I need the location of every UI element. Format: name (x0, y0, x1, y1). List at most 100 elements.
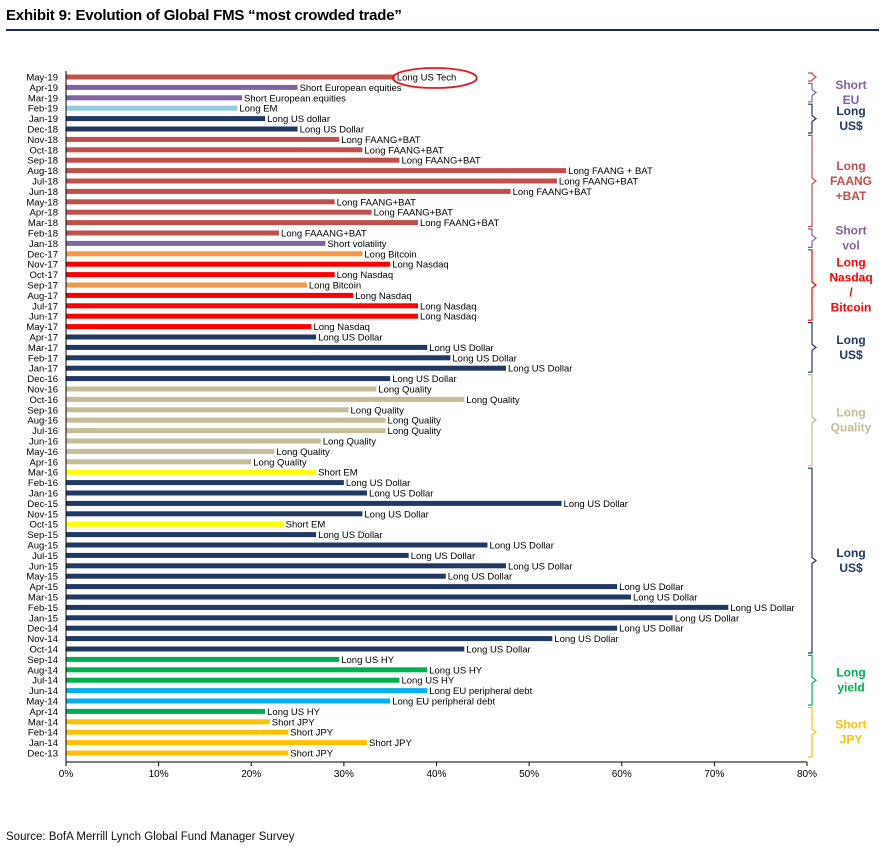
bar-label: Short EM (286, 520, 326, 531)
date-label: May-14 (26, 697, 58, 708)
bar-oct-17 (66, 272, 335, 278)
group-label: Short (835, 224, 866, 238)
date-label: Jul-14 (32, 676, 58, 687)
crowded-trade-bar-chart: May-19 Long US Tech Apr-19 Short European e… (26, 67, 873, 780)
bar-label: Long Nasdaq (337, 270, 394, 281)
date-label: Mar-17 (28, 343, 58, 354)
group-label: US$ (839, 348, 863, 362)
bar-label: Long US Tech (397, 73, 457, 84)
date-label: Jun-18 (29, 187, 58, 198)
bar-label: Long Quality (466, 395, 520, 406)
bar-oct-14 (66, 646, 465, 652)
date-label: Dec-17 (27, 249, 58, 260)
x-tick-label: 10% (149, 769, 169, 780)
date-label: Oct-16 (29, 395, 58, 406)
date-label: Jan-16 (29, 489, 58, 500)
bar-label: Long US Dollar (619, 624, 683, 635)
date-label: Dec-13 (27, 749, 58, 760)
date-label: Jun-15 (29, 561, 58, 572)
group-label: US$ (839, 119, 863, 133)
bar-label: Long FAANG+BAT (341, 135, 420, 146)
bar-label: Long US Dollar (318, 530, 382, 541)
bar-nov-17 (66, 261, 391, 267)
date-label: Jun-16 (29, 437, 58, 448)
bar-label: Long FAANG+BAT (337, 197, 416, 208)
bar-mar-17 (66, 344, 428, 350)
bar-label: Short JPY (272, 717, 315, 728)
bar-label: Long US Dollar (508, 364, 572, 375)
date-label: Oct-14 (29, 645, 58, 656)
group-label: Bitcoin (831, 301, 872, 315)
date-label: Sep-17 (27, 281, 58, 292)
date-label: Apr-18 (29, 208, 58, 219)
bar-label: Long US Dollar (392, 374, 456, 385)
date-label: Sep-15 (27, 530, 58, 541)
group-label: JPY (840, 733, 863, 747)
group-label: Long (836, 546, 865, 560)
bar-may-14 (66, 698, 391, 704)
date-label: May-16 (26, 447, 58, 458)
group-bracket (808, 103, 817, 134)
group-bracket (808, 249, 817, 321)
x-tick-label: 40% (426, 769, 446, 780)
bar-label: Long FAANG+BAT (513, 187, 592, 198)
bar-label: Long US Dollar (730, 603, 794, 614)
date-label: May-17 (26, 322, 58, 333)
group-label: Long (836, 256, 865, 270)
date-label: Jan-15 (29, 613, 58, 624)
bar-feb-19 (66, 105, 238, 111)
date-label: Jul-17 (32, 301, 58, 312)
bar-nov-14 (66, 636, 553, 642)
date-label: Jan-14 (29, 738, 58, 749)
group-label: Long (836, 159, 865, 173)
bar-mar-15 (66, 594, 632, 600)
date-label: Aug-16 (27, 416, 58, 427)
date-label: Feb-16 (28, 478, 58, 489)
date-label: Jul-18 (32, 177, 58, 188)
bar-mar-19 (66, 95, 242, 101)
date-label: Nov-15 (27, 509, 58, 520)
group-label: Long (836, 104, 865, 118)
bar-label: Long FAANG+BAT (559, 177, 638, 188)
bar-label: Long Quality (253, 457, 307, 468)
bar-label: Short European equities (300, 83, 402, 94)
bar-label: Short JPY (290, 728, 333, 739)
group-bracket (808, 82, 817, 103)
date-label: Apr-15 (29, 582, 58, 593)
bar-label: Long US dollar (267, 114, 330, 125)
bar-label: Long Quality (323, 437, 377, 448)
bar-label: Long US Dollar (318, 333, 382, 344)
group-label: Long (836, 333, 865, 347)
bar-may-19 (66, 74, 395, 80)
date-label: Oct-18 (29, 145, 58, 156)
bar-apr-17 (66, 334, 317, 340)
date-label: Dec-14 (27, 624, 58, 635)
bar-feb-17 (66, 355, 451, 361)
bar-label: Long US Dollar (675, 613, 739, 624)
bar-jun-15 (66, 563, 506, 569)
bar-jun-17 (66, 313, 418, 319)
bar-nov-15 (66, 511, 363, 517)
date-label: May-19 (26, 73, 58, 84)
bar-label: Long EU peripheral debt (429, 686, 532, 697)
bar-aug-17 (66, 292, 354, 298)
bar-label: Long FAANG+BAT (374, 208, 453, 219)
x-tick-label: 30% (334, 769, 354, 780)
x-tick-label: 70% (704, 769, 724, 780)
bar-jan-14 (66, 740, 368, 746)
bar-label: Long US Dollar (619, 582, 683, 593)
bar-label: Long FAANG+BAT (364, 145, 443, 156)
bar-label: Long US Dollar (554, 634, 618, 645)
group-bracket (808, 322, 817, 373)
bar-jul-15 (66, 552, 409, 558)
date-label: Oct-17 (29, 270, 58, 281)
date-label: Nov-17 (27, 260, 58, 271)
date-label: Mar-14 (28, 717, 58, 728)
bar-sep-14 (66, 656, 340, 662)
date-label: Feb-14 (28, 728, 58, 739)
group-bracket (808, 134, 817, 228)
group-label: Long (836, 406, 865, 420)
bar-jul-17 (66, 303, 418, 309)
date-label: Apr-16 (29, 457, 58, 468)
bar-label: Long EM (239, 104, 277, 115)
